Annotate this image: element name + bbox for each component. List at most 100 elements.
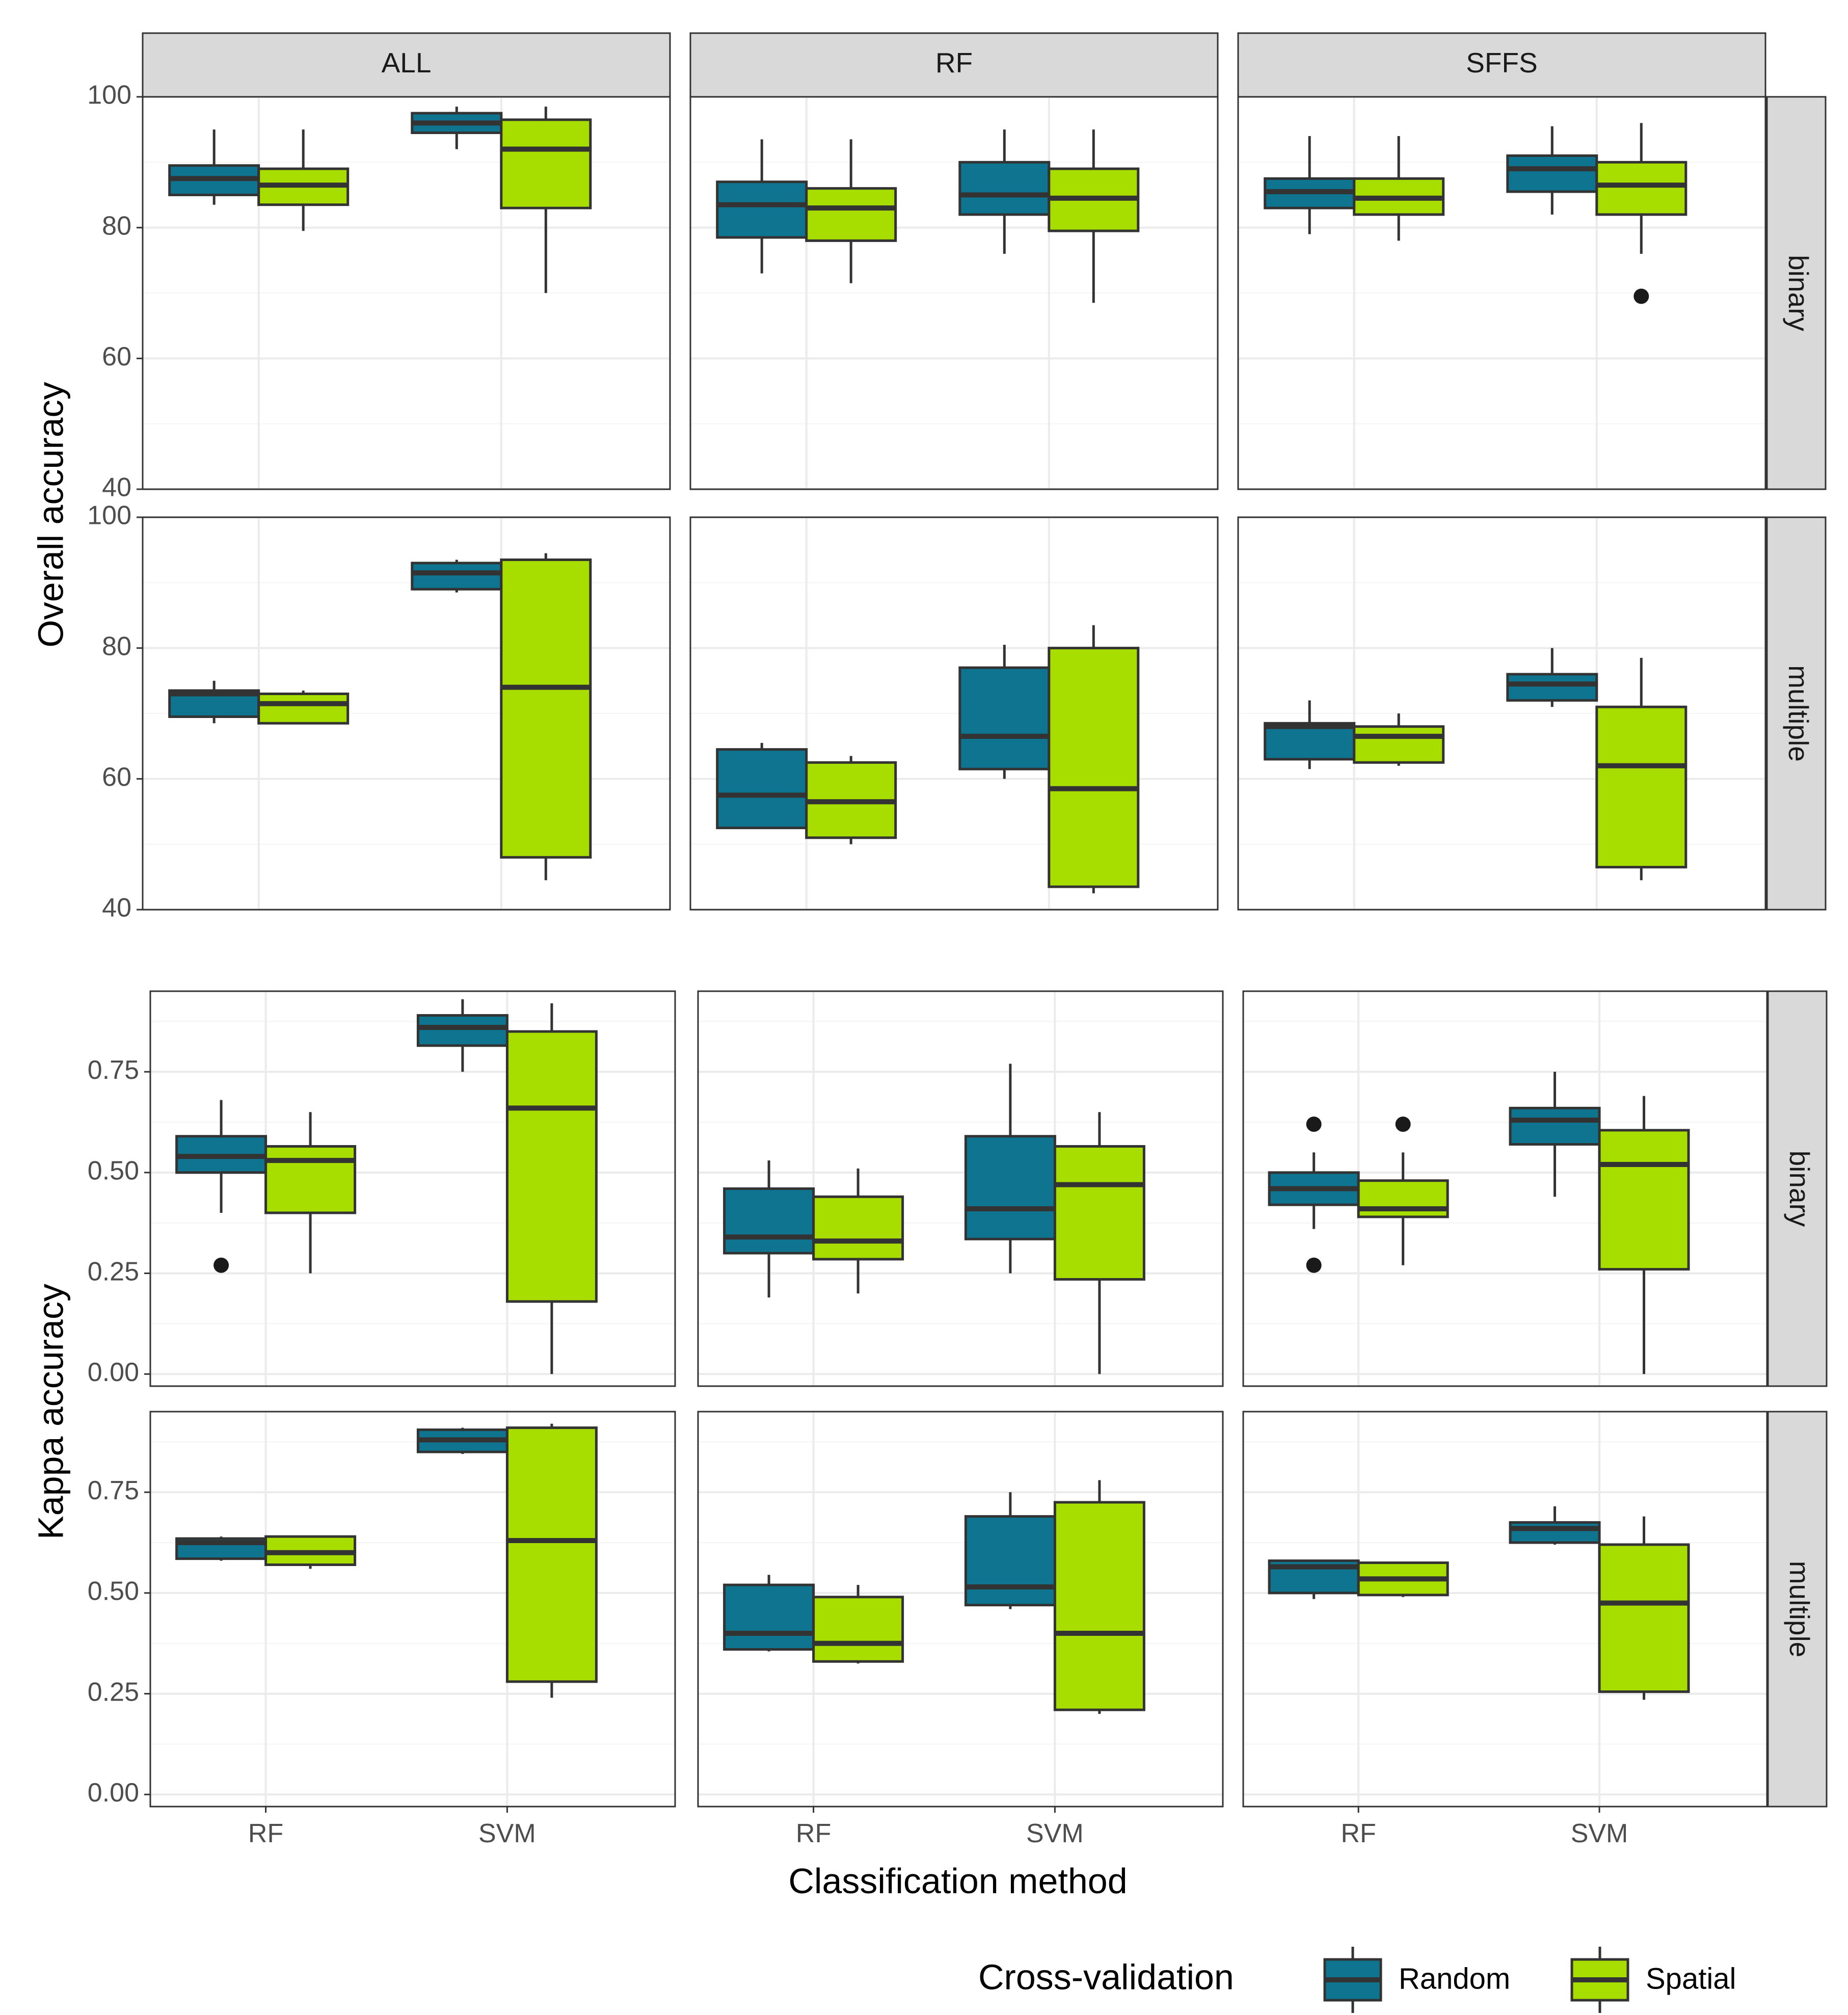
panel-border <box>149 1411 676 1808</box>
panel-border <box>697 990 1224 1387</box>
box-SFFS-binary-SVM-Spatial <box>1598 1096 1690 1374</box>
panel-border <box>689 516 1219 911</box>
x-tick-label-SVM: SVM <box>1026 1819 1084 1848</box>
box-ALL-binary-RF-Random <box>175 1100 267 1273</box>
box-RF-multiple-RF-Spatial <box>812 1585 904 1664</box>
x-tick-label-RF: RF <box>796 1819 831 1848</box>
box-SFFS-multiple-SVM-Random <box>1506 648 1598 707</box>
box-SFFS-multiple-RF-Spatial <box>1353 713 1445 766</box>
column-strip-SFFS <box>1237 32 1766 98</box>
box-body <box>1506 673 1598 702</box>
box-body <box>716 748 808 830</box>
box-body <box>964 1135 1056 1240</box>
box-SFFS-multiple-SVM-Spatial <box>1598 1516 1690 1700</box>
legend-title: Cross-validation <box>978 1957 1234 1997</box>
outlier-point <box>213 1257 229 1273</box>
x-tick-label-RF: RF <box>248 1819 283 1848</box>
box-SFFS-binary-RF-Spatial <box>1357 1116 1449 1265</box>
box-ALL-binary-SVM-Spatial <box>500 107 592 293</box>
box-body <box>1598 1129 1690 1271</box>
box-ALL-multiple-RF-Spatial <box>257 691 350 725</box>
row-strip-0-0 <box>1766 96 1827 490</box>
y-tick-label: 40 <box>102 893 131 923</box>
box-body <box>716 180 808 239</box>
outlier-point <box>1395 1116 1411 1132</box>
box-body <box>411 562 503 591</box>
y-tick-label: 0.50 <box>88 1577 139 1606</box>
box-body <box>958 161 1051 216</box>
box-RF-binary-SVM-Random <box>958 129 1051 254</box>
x-tick-label-SVM: SVM <box>1571 1819 1628 1848</box>
box-SFFS-binary-SVM-Random <box>1506 126 1598 215</box>
legend-key-random <box>1323 1947 1382 2013</box>
box-SFFS-multiple-SVM-Spatial <box>1595 657 1688 881</box>
panel-border <box>1242 1411 1768 1808</box>
box-ALL-multiple-SVM-Spatial <box>505 1423 598 1698</box>
row-strip-label-binary: binary <box>1784 1151 1815 1227</box>
box-RF-multiple-SVM-Spatial <box>1053 1480 1145 1714</box>
y-tick-label: 60 <box>102 762 131 792</box>
row-strip-label-multiple: multiple <box>1783 665 1814 762</box>
outlier-point <box>1306 1257 1322 1273</box>
box-body <box>958 666 1051 771</box>
box-RF-binary-RF-Random <box>716 139 808 274</box>
legend: Cross-validation Random Spatial <box>978 1947 1736 2013</box>
box-body <box>1353 725 1445 764</box>
box-body <box>500 558 592 859</box>
box-SFFS-binary-RF-Random <box>1264 136 1356 234</box>
panel-border <box>142 516 671 911</box>
box-SFFS-binary-RF-Spatial <box>1353 136 1445 241</box>
y-axis-title-1: Kappa accuracy <box>31 1284 70 1540</box>
box-body <box>1053 1145 1145 1281</box>
row-strip-1-1 <box>1767 1411 1828 1808</box>
column-strip-RF <box>689 32 1219 98</box>
box-body <box>723 1583 815 1651</box>
box-RF-binary-SVM-Spatial <box>1053 1112 1145 1374</box>
panel-border <box>697 1411 1224 1808</box>
box-ALL-multiple-SVM-Random <box>416 1427 508 1454</box>
y-tick-label: 0.50 <box>88 1156 139 1186</box>
box-body <box>1509 1106 1601 1146</box>
box-body <box>723 1187 815 1255</box>
y-axis-title-0: Overall accuracy <box>31 382 70 647</box>
row-strip-label-multiple: multiple <box>1784 1561 1815 1658</box>
box-body <box>416 1014 508 1047</box>
box-body <box>500 118 592 209</box>
legend-label-spatial: Spatial <box>1646 1962 1736 1995</box>
box-body <box>1506 154 1598 193</box>
box-ALL-binary-SVM-Spatial <box>505 1003 598 1374</box>
box-RF-multiple-SVM-Spatial <box>1048 625 1140 893</box>
panel-border <box>1242 990 1768 1387</box>
y-tick-label: 0.25 <box>88 1677 139 1707</box>
box-RF-binary-RF-Spatial <box>805 139 897 283</box>
box-body <box>264 1145 357 1214</box>
box-ALL-binary-RF-Random <box>168 129 260 205</box>
box-RF-multiple-RF-Random <box>723 1575 815 1652</box>
y-tick-label: 0.00 <box>88 1358 139 1387</box>
box-body <box>812 1596 904 1663</box>
box-body <box>1595 161 1688 216</box>
column-strip-label-ALL: ALL <box>382 47 432 78</box>
box-ALL-binary-RF-Spatial <box>264 1112 357 1274</box>
x-axis-title: Classification method <box>788 1861 1127 1901</box>
box-SFFS-multiple-SVM-Random <box>1509 1506 1601 1545</box>
box-RF-binary-SVM-Random <box>964 1064 1056 1274</box>
row-strip-0-1 <box>1766 516 1827 911</box>
column-strip-label-SFFS: SFFS <box>1466 47 1538 78</box>
column-strip-ALL <box>142 32 671 98</box>
box-RF-binary-RF-Spatial <box>812 1168 904 1294</box>
box-RF-multiple-RF-Random <box>716 743 808 830</box>
row-strip-1-0 <box>1767 990 1828 1387</box>
x-tick-label-RF: RF <box>1341 1819 1376 1848</box>
box-RF-multiple-RF-Spatial <box>805 756 897 844</box>
outlier-point <box>1306 1116 1322 1132</box>
box-SFFS-multiple-RF-Spatial <box>1357 1561 1449 1597</box>
box-ALL-multiple-SVM-Spatial <box>500 553 592 881</box>
row-strip-label-binary: binary <box>1783 255 1814 331</box>
y-tick-label: 80 <box>102 211 131 241</box>
box-SFFS-binary-SVM-Random <box>1509 1072 1601 1197</box>
y-tick-label: 0.25 <box>88 1257 139 1286</box>
y-tick-label: 100 <box>87 81 131 110</box>
box-body <box>1509 1521 1601 1544</box>
box-body <box>1048 647 1140 888</box>
